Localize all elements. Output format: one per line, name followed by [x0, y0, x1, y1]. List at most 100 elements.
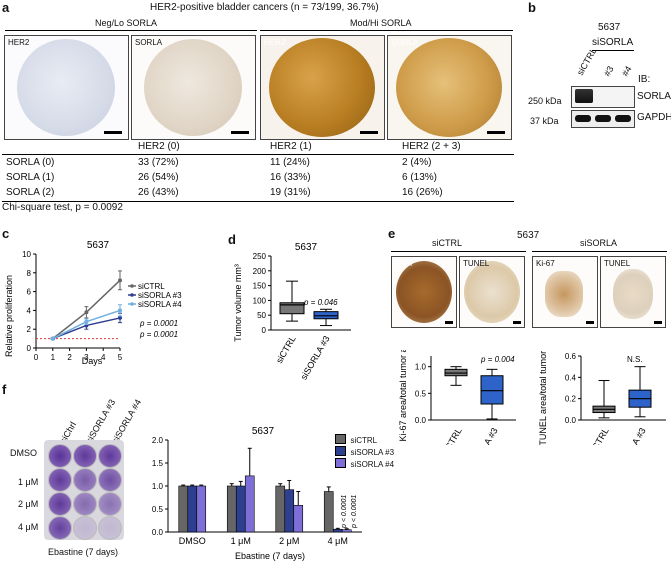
band: [595, 115, 611, 122]
ihc-image-her2-modhi: HER2: [260, 35, 385, 140]
scale-bar: [513, 321, 521, 324]
image-label: SORLA: [135, 38, 163, 47]
x-tick-label: siCTRL: [274, 334, 298, 365]
y-tick-label: 2.0: [152, 436, 164, 445]
data-point: [118, 315, 122, 320]
plate-well: [48, 444, 72, 468]
table-cell: 33 (72%): [138, 157, 179, 168]
plate-well: [73, 516, 97, 540]
blot-gapdh: [571, 110, 635, 128]
group-neglo-label: Neg/Lo SORLA: [95, 18, 158, 28]
y-tick-label: 1.0: [152, 482, 164, 491]
x-tick-label: 1: [51, 353, 56, 362]
bar: [178, 485, 189, 533]
x-tick-label: 0: [34, 353, 39, 362]
tumor-volume-chart: 5637 Tumor volume mm³ 0 50 100 150 200 250 p …: [233, 242, 351, 381]
group-neglo-line: [5, 30, 257, 31]
plate-caption: Ebastine (7 days): [48, 547, 119, 557]
blot-group-line: [592, 50, 634, 51]
group-line: [391, 251, 526, 252]
plate-well: [98, 492, 122, 516]
tissue-core: [396, 261, 452, 323]
table-row-label: SORLA (1): [6, 172, 55, 183]
box: [279, 302, 305, 315]
legend: siCTRL siSORLA #3 siSORLA #4: [335, 430, 394, 469]
x-tick-label: siCTRL: [587, 426, 611, 445]
crystal-violet-plate: [44, 440, 124, 540]
x-tick-label: siCTRL: [440, 426, 464, 445]
y-tick-label: 100: [253, 296, 267, 305]
x-tick-label: siSORLA #3: [615, 426, 648, 445]
bar: [323, 491, 334, 533]
scale-bar: [487, 131, 505, 134]
table-header-1: HER2 (0): [138, 141, 180, 152]
scale-bar: [104, 131, 122, 134]
data-point: [118, 278, 122, 283]
y-axis-label: Ki-67 area/total tumor area: [398, 350, 408, 442]
table-cell: 19 (31%): [270, 187, 311, 198]
y-tick-label: 0.0: [152, 528, 164, 537]
x-axis-label: Ebastine (7 days): [235, 551, 305, 561]
plate-row-label: 2 μM: [18, 499, 39, 509]
y-tick-label: 2: [27, 325, 32, 334]
legend-label: siSORLA #3: [138, 291, 182, 300]
band-label-sorla: SORLA: [637, 91, 671, 102]
tissue-core: [17, 39, 115, 136]
panel-c-label: c: [2, 226, 10, 241]
plate-row-label: 1 μM: [18, 477, 39, 487]
plate-row-label: 4 μM: [18, 522, 39, 532]
plate-well: [48, 492, 72, 516]
x-tick-label: siSORLA #3: [467, 426, 500, 445]
image-label: Ki-67: [395, 259, 414, 268]
x-tick-label: 4: [101, 353, 106, 362]
ihc-image-ki67-sisorla: Ki-67: [532, 256, 598, 328]
pvalue-annotation: p = 0.0001: [139, 330, 178, 339]
y-tick-label: 50: [257, 311, 266, 320]
y-tick-label: 0: [262, 326, 267, 335]
tissue-core: [144, 39, 242, 136]
image-label: SORLA: [391, 38, 419, 47]
y-tick-label: 0.0: [565, 416, 577, 425]
tissue-core: [464, 261, 520, 323]
legend-swatch: [335, 457, 346, 468]
band: [615, 115, 631, 122]
table-cell: 2 (4%): [402, 157, 432, 168]
marker-37: 37 kDa: [530, 116, 559, 126]
group-sictrl-label: siCTRL: [432, 238, 463, 248]
bar: [284, 489, 295, 533]
group-modhi-label: Mod/Hi SORLA: [350, 18, 412, 28]
y-tick-label: 0.2: [565, 395, 577, 404]
table-rule: [2, 154, 514, 155]
tissue-core: [269, 38, 375, 137]
y-tick-label: 0.5: [152, 505, 164, 514]
bar: [293, 505, 304, 533]
scale-bar: [654, 321, 662, 324]
y-tick-label: 200: [253, 267, 267, 276]
pvalue-annotation: p = 0.004: [480, 355, 515, 364]
blot-cell-line: 5637: [598, 22, 621, 33]
plate-well: [48, 468, 72, 492]
image-label: Ki-67: [536, 259, 555, 268]
bar: [341, 529, 352, 533]
data-point: [84, 310, 89, 315]
table-header-3: HER2 (2 + 3): [402, 141, 461, 152]
y-tick-label: 0: [27, 344, 32, 353]
bar: [235, 485, 246, 533]
tunel-chart: TUNEL area/total tumor area 0.0 0.2 0.4 0.6…: [538, 350, 666, 445]
scale-bar: [586, 321, 594, 324]
group-sisorla-label: siSORLA: [580, 238, 618, 248]
band-label-gapdh: GAPDH: [637, 112, 671, 123]
panel-b-label: b: [528, 0, 536, 15]
table-rule: [2, 201, 514, 202]
y-axis-label: TUNEL area/total tumor area: [538, 350, 548, 445]
chart-title: 5637: [87, 240, 110, 251]
chart-title: 5637: [252, 426, 275, 437]
x-tick-label: siSORLA #3: [299, 334, 332, 381]
box: [480, 375, 504, 405]
pvalue-annotation: p = 0.0001: [139, 319, 178, 328]
x-tick-label: 4 μM: [328, 536, 348, 546]
ihc-image-her2-neglo: HER2: [4, 35, 129, 140]
y-tick-label: 10: [22, 250, 31, 259]
legend: siCTRL siSORLA #3 siSORLA #4: [128, 282, 182, 309]
panel-a-label: a: [2, 0, 10, 15]
